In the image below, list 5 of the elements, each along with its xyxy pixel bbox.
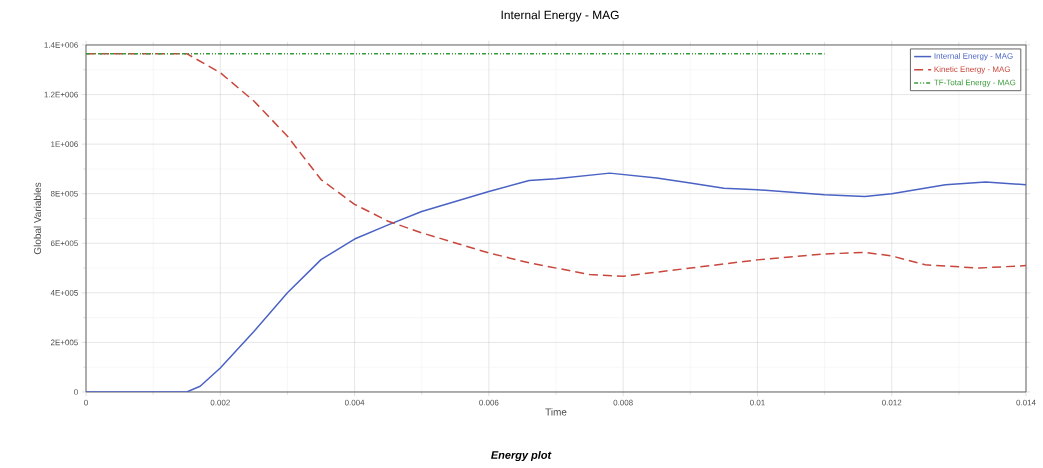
line-series	[86, 172, 1027, 392]
y-axis-title: Global Variables	[33, 182, 42, 255]
chart-title: Internal Energy - MAG	[501, 10, 619, 22]
x-axis-title: Time	[545, 408, 567, 416]
text: Energy plot	[491, 450, 552, 462]
